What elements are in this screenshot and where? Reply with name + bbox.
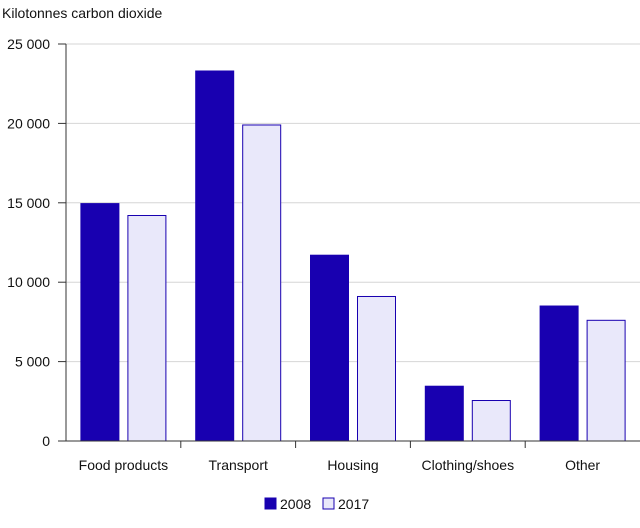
x-category-label: Other [565,457,600,473]
legend-swatch-2008 [264,497,277,510]
x-category-label: Clothing/shoes [421,457,514,473]
legend-label-2008: 2008 [280,496,311,512]
bar-2008-housing [310,254,349,442]
x-category-label: Transport [209,457,269,473]
bar-2008-food-products [80,203,120,442]
x-axis: Food products Transport Housing Clothing/sh… [66,440,640,473]
bar-2008-clothing-shoes [424,385,464,442]
x-category-label: Food products [79,457,169,473]
y-axis-label: Kilotonnes carbon dioxide [2,5,163,21]
y-axis-ticks: 0 5 000 10 000 15 000 20 000 25 000 [7,36,67,449]
y-tick-label: 15 000 [7,195,50,211]
legend-swatch-2017 [322,497,335,510]
x-category-label: Housing [327,457,378,473]
bar-2017-transport [242,124,282,442]
legend: 2008 2017 [264,496,369,512]
y-tick-label: 5 000 [15,354,50,370]
bar-2017-food-products [127,215,167,442]
legend-label-2017: 2017 [338,496,369,512]
y-tick-label: 0 [42,433,50,449]
bar-2017-clothing-shoes [471,400,511,442]
bar-2008-transport [195,70,235,442]
y-tick-label: 20 000 [7,115,50,131]
y-tick-label: 25 000 [7,36,50,52]
bar-2017-housing [357,295,396,442]
bars [80,70,626,442]
bar-2017-other [586,319,626,442]
bar-2008-other [539,305,579,442]
y-tick-label: 10 000 [7,274,50,290]
